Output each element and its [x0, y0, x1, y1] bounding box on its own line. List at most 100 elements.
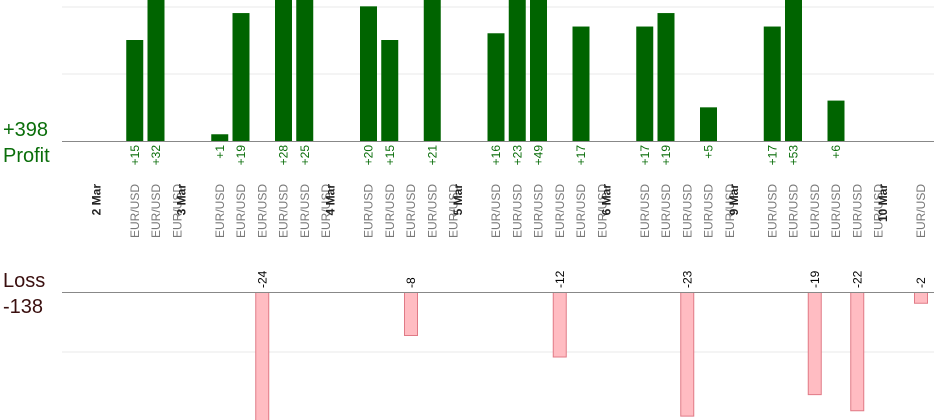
- axes: [62, 141, 934, 293]
- date-label: 5 Mar: [451, 184, 465, 216]
- profit-bar: [487, 33, 505, 142]
- profit-value-label: +17: [574, 145, 588, 166]
- profit-value-label: +19: [659, 145, 673, 166]
- loss-value-label: -23: [680, 270, 694, 288]
- profit-bar: [785, 0, 802, 141]
- pair-label: EUR/USD: [680, 184, 694, 238]
- profit-bar: [360, 6, 377, 142]
- profit-value-labels: +15 +32 +1 +19 +28 +25 +20 +15 +21 +16 +23 +49 +17 +1…: [128, 145, 843, 166]
- profit-bar: [296, 0, 314, 141]
- loss-value-label: -12: [553, 270, 567, 288]
- pair-label: EUR/USD: [765, 184, 779, 238]
- pair-label: EUR/USD: [255, 184, 269, 238]
- pair-label: EUR/USD: [510, 184, 524, 238]
- profit-label: Profit: [3, 145, 50, 167]
- loss-bars: [255, 292, 928, 420]
- pair-label: EUR/USD: [850, 184, 864, 238]
- profit-total: +398: [3, 119, 49, 141]
- profit-bars: [126, 0, 845, 142]
- pair-label: EUR/USD: [532, 184, 546, 238]
- loss-bar: [680, 292, 695, 417]
- pair-label: EUR/USD: [574, 184, 588, 238]
- loss-value-label: -24: [255, 270, 269, 288]
- profit-bar: [232, 13, 250, 142]
- profit-value-label: +17: [638, 145, 652, 166]
- pair-label: EUR/USD: [425, 184, 439, 238]
- pair-label: EUR/USD: [383, 184, 397, 238]
- profit-bar: [636, 26, 654, 141]
- profit-value-label: +16: [489, 145, 503, 166]
- pair-label: EUR/USD: [213, 184, 227, 238]
- loss-bar: [807, 292, 822, 396]
- loss-value-label: -19: [808, 270, 822, 288]
- date-label: 9 Mar: [727, 184, 741, 216]
- profit-value-label: +19: [234, 145, 248, 166]
- profit-value-label: +15: [128, 145, 142, 166]
- pair-label: EUR/USD: [872, 184, 886, 238]
- loss-bar: [552, 292, 567, 358]
- pair-label: EUR/USD: [234, 184, 248, 238]
- profit-value-label: +20: [362, 145, 376, 166]
- profit-bar: [763, 26, 781, 141]
- category-labels: 2 Mar EUR/USD EUR/USD EUR/USD 3 Mar EUR/USD EU…: [90, 184, 929, 238]
- date-label: 3 Mar: [175, 184, 189, 216]
- profit-bar: [147, 0, 165, 141]
- pair-label: EUR/USD: [489, 184, 503, 238]
- pair-label: EUR/USD: [277, 184, 291, 238]
- date-label: 4 Mar: [323, 184, 337, 216]
- loss-value-label: -22: [850, 270, 864, 288]
- profit-bar: [530, 0, 547, 141]
- profit-bar: [700, 107, 717, 141]
- profit-value-label: +53: [787, 145, 801, 166]
- pair-label: EUR/USD: [702, 184, 716, 238]
- loss-label: Loss: [3, 270, 46, 292]
- profit-bar: [381, 40, 399, 141]
- loss-value-label: -8: [404, 277, 418, 288]
- profit-bar: [275, 0, 292, 141]
- pair-label: EUR/USD: [723, 184, 737, 238]
- profit-value-label: +5: [702, 145, 716, 159]
- pair-label: EUR/USD: [298, 184, 312, 238]
- profit-value-label: +25: [298, 145, 312, 166]
- profit-value-label: +32: [149, 145, 163, 166]
- profit-bar: [508, 0, 526, 141]
- pair-label: EUR/USD: [638, 184, 652, 238]
- pair-label: EUR/USD: [787, 184, 801, 238]
- loss-bar: [914, 292, 928, 304]
- profit-bar: [657, 13, 675, 142]
- loss-bar: [404, 292, 418, 336]
- profit-value-label: +6: [829, 145, 843, 159]
- pair-label: EUR/USD: [914, 184, 928, 238]
- profit-bar: [572, 26, 590, 141]
- profit-value-label: +23: [510, 145, 524, 166]
- pair-label: EUR/USD: [659, 184, 673, 238]
- pair-label: EUR/USD: [149, 184, 163, 238]
- date-label: 6 Mar: [600, 184, 614, 216]
- profit-bar: [211, 134, 229, 141]
- loss-bar: [255, 292, 270, 420]
- profit-value-label: +1: [213, 145, 227, 159]
- loss-bar: [850, 292, 865, 412]
- pair-label: EUR/USD: [829, 184, 843, 238]
- profit-value-label: +49: [532, 145, 546, 166]
- profit-value-label: +28: [277, 145, 291, 166]
- pair-label: EUR/USD: [319, 184, 333, 238]
- profit-bar: [827, 100, 845, 141]
- loss-value-labels: -24-8-12-23-19-22-2-28: [255, 270, 928, 288]
- pair-label: EUR/USD: [362, 184, 376, 238]
- pair-label: EUR/USD: [447, 184, 461, 238]
- date-label: 10 Mar: [876, 184, 890, 222]
- profit-value-label: +17: [765, 145, 779, 166]
- profit-bar: [126, 40, 144, 141]
- pair-label: EUR/USD: [595, 184, 609, 238]
- profit-value-label: +15: [383, 145, 397, 166]
- pair-label: EUR/USD: [404, 184, 418, 238]
- profit-value-label: +21: [425, 145, 439, 166]
- loss-total: -138: [3, 296, 44, 318]
- date-label: 2 Mar: [90, 184, 104, 216]
- loss-value-label: -2: [914, 277, 928, 288]
- profit-bar: [423, 0, 441, 141]
- pair-label: EUR/USD: [808, 184, 822, 238]
- pair-label: EUR/USD: [128, 184, 142, 238]
